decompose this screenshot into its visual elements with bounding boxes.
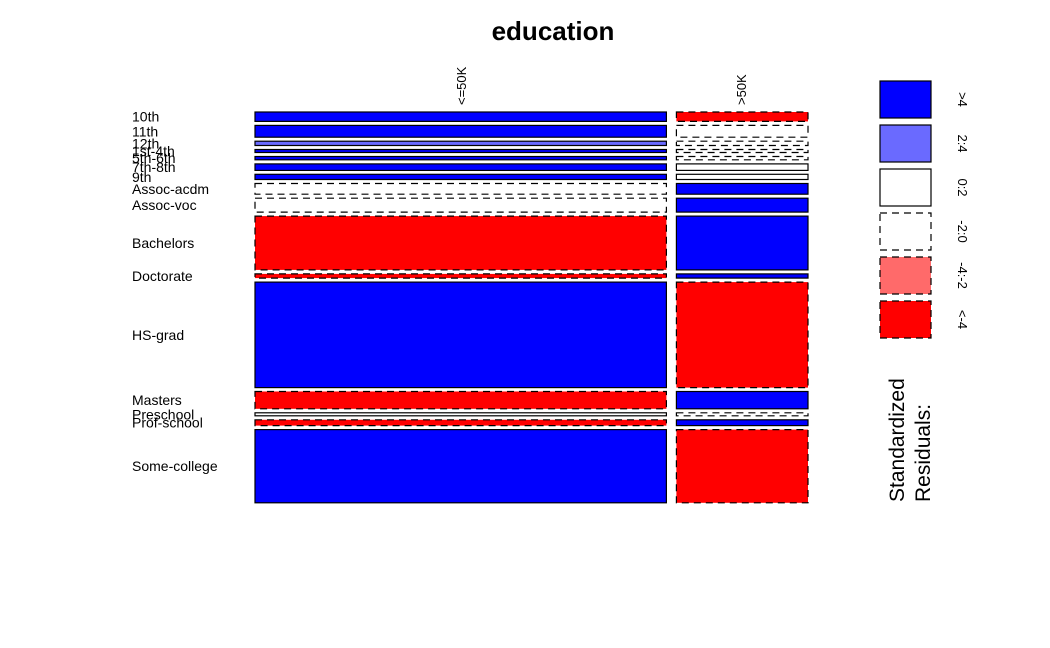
tile-10th-col2 <box>675 111 809 122</box>
tile-hs-grad-col2 <box>675 281 809 389</box>
legend-label-6: <-4 <box>955 310 970 329</box>
legend-swatch-4 <box>879 212 932 251</box>
tile-masters-col2 <box>675 390 809 410</box>
tile-doctorate-col2 <box>675 273 809 279</box>
tile-12th-col2 <box>675 140 809 147</box>
row-label-prof-school: Prof-school <box>132 415 203 431</box>
tile-assoc-acdm-col2 <box>675 182 809 195</box>
legend-label-1: >4 <box>955 92 970 107</box>
row-label-preschool: Preschool <box>132 406 194 422</box>
tile-bachelors-col2 <box>675 215 809 271</box>
tile-1st-4th-col2 <box>675 148 809 154</box>
legend-label-4: -2:0 <box>955 220 970 242</box>
row-label-doctorate: Doctorate <box>132 268 193 284</box>
tile-assoc-acdm-col1 <box>254 182 667 195</box>
tile-10th-col1 <box>254 111 667 122</box>
tile-9th-col2 <box>675 173 809 181</box>
row-labels: 10th11th12th1st-4th5th-6th7th-8th9thAsso… <box>132 109 218 475</box>
row-label-11th: 11th <box>132 123 158 139</box>
row-label-7th-8th: 7th-8th <box>132 159 176 175</box>
tile-11th-col2 <box>675 124 809 138</box>
row-label-1st-4th: 1st-4th <box>132 143 175 159</box>
chart-title: education <box>492 16 615 46</box>
legend-swatch-5 <box>879 256 932 295</box>
legend-label-2: 2:4 <box>955 134 970 152</box>
row-label-9th: 9th <box>132 169 151 185</box>
row-label-assoc-voc: Assoc-voc <box>132 197 197 213</box>
tile-assoc-voc-col2 <box>675 197 809 213</box>
tile-preschool-col2 <box>675 412 809 417</box>
tile-some-college-col1 <box>254 429 667 504</box>
tile-7th-8th-col1 <box>254 163 667 171</box>
row-label-10th: 10th <box>132 109 159 125</box>
row-label-12th: 12th <box>132 135 159 151</box>
tile-bachelors-col1 <box>254 215 667 271</box>
tile-5th-6th-col2 <box>675 155 809 161</box>
tile-preschool-col1 <box>254 412 667 417</box>
tile-prof-school-col2 <box>675 419 809 427</box>
legend-swatch-6 <box>879 300 932 339</box>
tile-masters-col1 <box>254 390 667 410</box>
tile-prof-school-col1 <box>254 419 667 427</box>
legend-title-line-2: Residuals: <box>912 404 935 502</box>
legend-swatch-1 <box>879 80 932 119</box>
legend-swatch-2 <box>879 124 932 163</box>
tile-9th-col1 <box>254 173 667 181</box>
tile-hs-grad-col1 <box>254 281 667 389</box>
tile-5th-6th-col1 <box>254 155 667 161</box>
tile-11th-col1 <box>254 124 667 138</box>
row-label-some-college: Some-college <box>132 458 218 474</box>
tile-doctorate-col1 <box>254 273 667 279</box>
mosaic-tiles <box>254 111 809 504</box>
row-label-masters: Masters <box>132 392 182 408</box>
legend-title-line-1: Standardized <box>886 378 909 502</box>
row-label-hs-grad: HS-grad <box>132 327 184 343</box>
tile-7th-8th-col2 <box>675 163 809 171</box>
legend-label-3: 0:2 <box>955 178 970 196</box>
legend-swatch-3 <box>879 168 932 207</box>
row-label-bachelors: Bachelors <box>132 235 194 251</box>
column-label-2: >50K <box>734 74 749 105</box>
legend: Standardized Residuals: >4 2:4 0:2 -2:0 -4:-… <box>879 80 970 502</box>
tile-assoc-voc-col1 <box>254 197 667 213</box>
column-label-1: <=50K <box>454 66 469 105</box>
tile-12th-col1 <box>254 140 667 147</box>
tile-1st-4th-col1 <box>254 148 667 154</box>
column-labels: <=50K >50K <box>454 66 749 105</box>
row-label-5th-6th: 5th-6th <box>132 150 176 166</box>
legend-label-5: -4:-2 <box>955 262 970 289</box>
tile-some-college-col2 <box>675 429 809 504</box>
row-label-assoc-acdm: Assoc-acdm <box>132 181 209 197</box>
